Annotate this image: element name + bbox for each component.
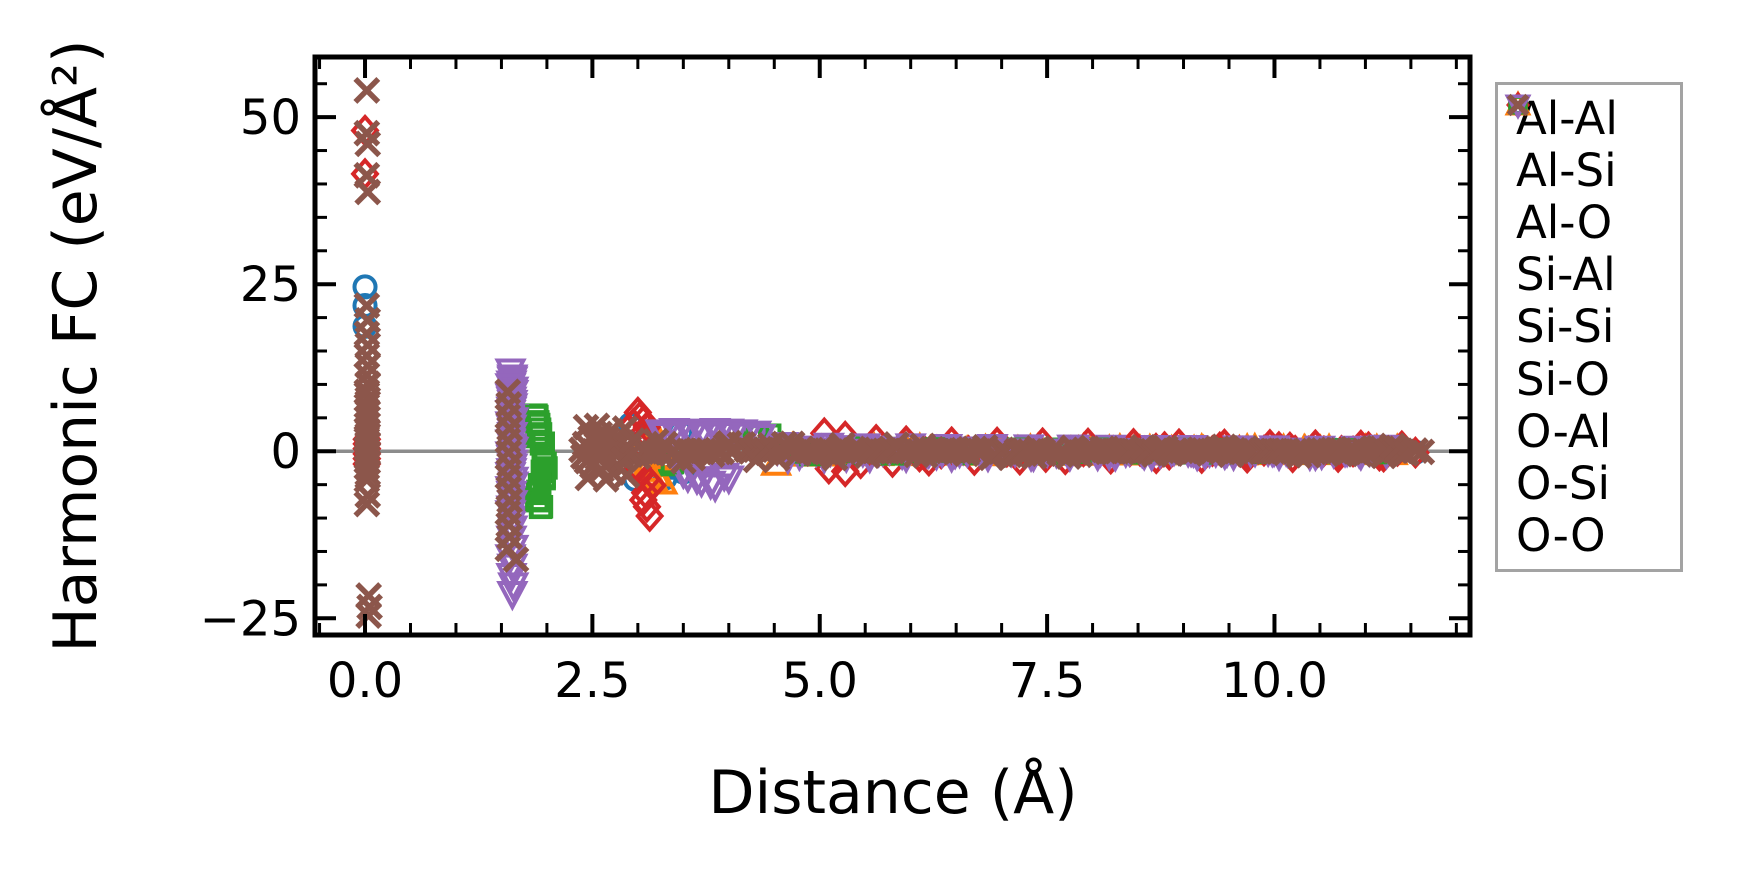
- x-tick-label: 0.0: [327, 653, 403, 709]
- y-axis-title: Harmonic FC (eV/Å²): [41, 39, 111, 653]
- legend-label: O-O: [1516, 509, 1606, 563]
- legend-item: O-Al: [1508, 95, 1670, 458]
- legend-label: Al-Al: [1516, 91, 1618, 145]
- legend-item: Al-Si: [1504, 90, 1670, 197]
- legend-label: O-Si: [1516, 457, 1610, 510]
- legend-label: Si-Al: [1516, 248, 1616, 302]
- legend-item: Al-O: [1508, 95, 1670, 250]
- x-tick-label: 2.5: [554, 653, 630, 709]
- legend-item: O-O: [1506, 93, 1670, 563]
- legend-item: Si-Al: [1504, 90, 1670, 302]
- y-tick-label: −25: [200, 591, 301, 647]
- legend-label: Al-O: [1516, 196, 1613, 250]
- y-tick-label: 0: [270, 424, 301, 480]
- tick-labels: 0.0 2.5 5.0 7.5 10.0 50 25 0 −25: [200, 90, 1328, 709]
- x-icon: [1506, 93, 1530, 117]
- legend-label: Si-Si: [1516, 300, 1615, 354]
- y-tick-label: 50: [240, 90, 301, 146]
- y-tick-label: 25: [240, 257, 301, 313]
- legend-item: O-Si: [1504, 94, 1670, 510]
- plot-border: [312, 54, 1473, 638]
- x-tick-label: 7.5: [1009, 653, 1085, 709]
- legend-item: Si-Si: [1505, 91, 1670, 354]
- x-axis-title: Distance (Å): [708, 758, 1078, 828]
- x-tick-label: 10.0: [1221, 653, 1328, 709]
- legend-label: Si-O: [1516, 352, 1610, 406]
- legend-item: Al-Al: [1507, 91, 1670, 145]
- legend: Al-Al Al-Si Al-O Si-Al Si-Si Si-O O-Al O-Si O-O: [1495, 82, 1683, 572]
- ticks: [315, 57, 1470, 635]
- x-tick-label: 5.0: [782, 653, 858, 709]
- triangle-down-icon: [1504, 94, 1532, 120]
- legend-label: Al-Si: [1516, 143, 1617, 197]
- legend-label: O-Al: [1516, 404, 1612, 458]
- legend-item: Si-O: [1504, 94, 1670, 406]
- series-o-o: [353, 76, 1436, 630]
